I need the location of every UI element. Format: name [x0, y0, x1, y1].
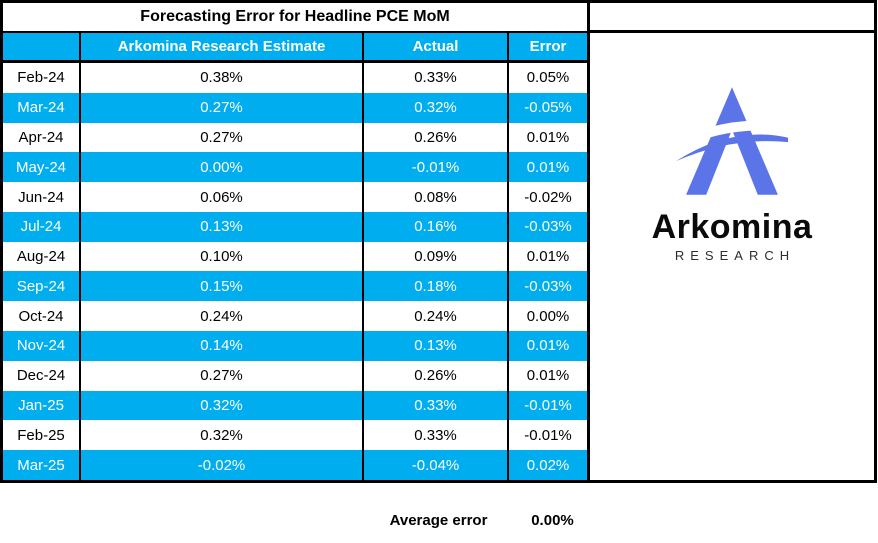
error-cell: -0.03%	[524, 218, 572, 236]
month-cell: Nov-24	[3, 331, 81, 361]
error-cell: -0.05%	[524, 99, 572, 117]
estimate-cell: 0.32%	[81, 420, 364, 451]
right-panel: Arkomina RESEARCH	[587, 0, 877, 483]
table-row: Aug-24 0.10% 0.09% 0.01%	[3, 241, 587, 272]
month-cell: May-24	[3, 152, 81, 183]
estimate-cell: 0.10%	[81, 241, 364, 272]
table-row: Oct-24 0.24% 0.24% 0.00%	[3, 301, 587, 332]
table-row: Dec-24 0.27% 0.26% 0.01%	[3, 360, 587, 391]
error-cell: 0.01%	[526, 158, 570, 176]
arkomina-a-swoosh-icon	[662, 85, 801, 202]
estimate-cell: 0.15%	[81, 271, 364, 302]
error-cell: 0.01%	[526, 367, 570, 385]
actual-cell: 0.33%	[364, 420, 509, 451]
error-cell: 0.05%	[526, 69, 570, 87]
error-cell: 0.01%	[526, 248, 570, 266]
col-header-actual: Actual	[364, 33, 509, 60]
month-cell: Feb-25	[3, 420, 81, 451]
estimate-cell: 0.32%	[81, 390, 364, 421]
logo-wordmark: Arkomina	[651, 208, 813, 246]
error-cell: -0.01%	[524, 426, 572, 444]
actual-cell: 0.09%	[364, 241, 509, 272]
average-error-label: Average error	[389, 512, 488, 529]
error-cell: -0.01%	[524, 396, 572, 414]
error-cell: 0.01%	[526, 128, 570, 146]
month-cell: Oct-24	[3, 301, 81, 332]
error-cell: 0.02%	[526, 456, 570, 474]
table-row: Mar-25 -0.02% -0.04% 0.02%	[3, 450, 587, 480]
estimate-cell: 0.00%	[81, 152, 364, 183]
table-row: Apr-24 0.27% 0.26% 0.01%	[3, 122, 587, 153]
table-row: Sep-24 0.15% 0.18% -0.03%	[3, 271, 587, 302]
month-cell: Jun-24	[3, 182, 81, 212]
estimate-cell: 0.24%	[81, 301, 364, 332]
actual-cell: 0.26%	[364, 360, 509, 391]
actual-cell: 0.33%	[364, 63, 509, 93]
table-row: Feb-24 0.38% 0.33% 0.05%	[3, 63, 587, 93]
estimate-cell: 0.27%	[81, 92, 364, 123]
actual-cell: 0.24%	[364, 301, 509, 332]
estimate-cell: 0.27%	[81, 360, 364, 391]
empty-top-cell	[587, 0, 877, 33]
estimate-cell: 0.06%	[81, 182, 364, 212]
average-error-value: 0.00%	[531, 512, 574, 529]
actual-cell: 0.26%	[364, 122, 509, 153]
table-row: May-24 0.00% -0.01% 0.01%	[3, 152, 587, 183]
month-cell: Jul-24	[3, 211, 81, 242]
estimate-cell: 0.38%	[81, 63, 364, 93]
month-cell: Dec-24	[3, 360, 81, 391]
table-title: Forecasting Error for Headline PCE MoM	[3, 3, 587, 33]
table-rows: Feb-24 0.38% 0.33% 0.05% Mar-24 0.27% 0.32% -0.…	[3, 63, 587, 480]
month-cell: Aug-24	[3, 241, 81, 272]
col-header-error: Error	[529, 38, 567, 55]
table-row: Feb-25 0.32% 0.33% -0.01%	[3, 420, 587, 451]
actual-cell: -0.01%	[364, 152, 509, 183]
month-cell: Sep-24	[3, 271, 81, 302]
estimate-cell: 0.13%	[81, 211, 364, 242]
forecast-table: Forecasting Error for Headline PCE MoM A…	[0, 0, 590, 483]
error-cell: -0.03%	[524, 277, 572, 295]
arkomina-logo: Arkomina RESEARCH	[587, 33, 877, 483]
error-cell: 0.01%	[526, 337, 570, 355]
month-cell: Feb-24	[3, 63, 81, 93]
col-header-month	[3, 33, 81, 60]
actual-cell: 0.08%	[364, 182, 509, 212]
estimate-cell: 0.14%	[81, 331, 364, 361]
month-cell: Mar-25	[3, 450, 81, 480]
table-row: Jul-24 0.13% 0.16% -0.03%	[3, 211, 587, 242]
month-cell: Apr-24	[3, 122, 81, 153]
table-row: Mar-24 0.27% 0.32% -0.05%	[3, 92, 587, 123]
table-row: Nov-24 0.14% 0.13% 0.01%	[3, 331, 587, 361]
actual-cell: 0.16%	[364, 211, 509, 242]
estimate-cell: -0.02%	[81, 450, 364, 480]
logo-subtitle: RESEARCH	[674, 248, 796, 263]
error-cell: -0.02%	[524, 188, 572, 206]
month-cell: Jan-25	[3, 390, 81, 421]
estimate-cell: 0.27%	[81, 122, 364, 153]
actual-cell: 0.32%	[364, 92, 509, 123]
table-row: Jan-25 0.32% 0.33% -0.01%	[3, 390, 587, 421]
table-row: Jun-24 0.06% 0.08% -0.02%	[3, 182, 587, 212]
actual-cell: 0.18%	[364, 271, 509, 302]
table-header-row: Arkomina Research Estimate Actual Error	[3, 33, 587, 63]
actual-cell: 0.13%	[364, 331, 509, 361]
actual-cell: 0.33%	[364, 390, 509, 421]
error-cell: 0.00%	[526, 307, 570, 325]
col-header-estimate: Arkomina Research Estimate	[81, 33, 364, 60]
month-cell: Mar-24	[3, 92, 81, 123]
actual-cell: -0.04%	[364, 450, 509, 480]
